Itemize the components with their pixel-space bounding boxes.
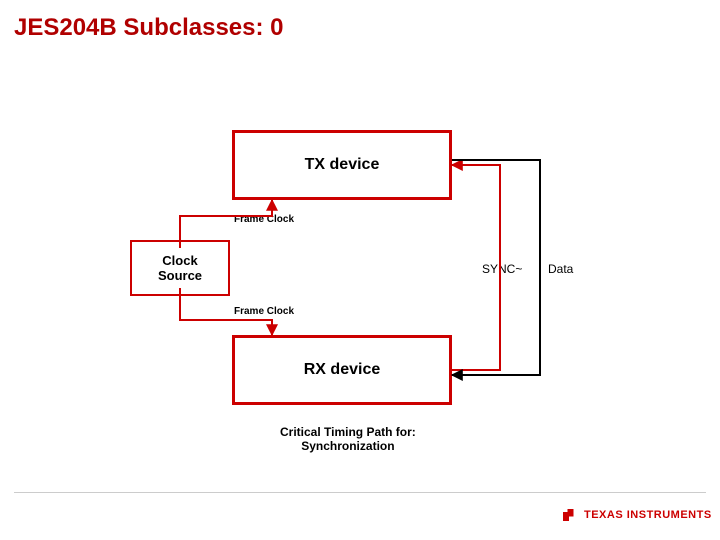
caption-line2: Synchronization	[280, 439, 416, 453]
slide-title: JES204B Subclasses: 0	[14, 14, 284, 42]
tx-device-box: TX device	[232, 130, 452, 200]
slide-root: JES204B Subclasses: 0 TX device Clock So…	[0, 0, 720, 540]
data-label: Data	[548, 262, 573, 276]
clock-source-label: Clock Source	[158, 253, 202, 283]
sync-label: SYNC~	[482, 262, 522, 276]
frame-clock-top-label: Frame Clock	[234, 214, 294, 225]
ti-chip-icon	[560, 506, 578, 524]
clock-source-box: Clock Source	[130, 240, 230, 296]
tx-device-label: TX device	[305, 156, 380, 174]
critical-timing-caption: Critical Timing Path for: Synchronizatio…	[280, 425, 416, 453]
arrows-overlay	[0, 0, 720, 540]
frame-clock-bottom-label: Frame Clock	[234, 306, 294, 317]
footer-rule	[14, 492, 706, 493]
caption-line1: Critical Timing Path for:	[280, 425, 416, 439]
ti-logo-text: TEXAS INSTRUMENTS	[584, 509, 712, 521]
ti-logo: TEXAS INSTRUMENTS	[560, 506, 712, 524]
rx-device-label: RX device	[304, 361, 380, 379]
rx-device-box: RX device	[232, 335, 452, 405]
